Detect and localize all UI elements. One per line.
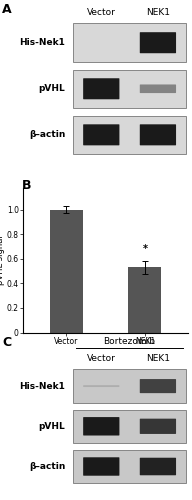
FancyBboxPatch shape [83,78,119,100]
Text: NEK1: NEK1 [146,8,170,16]
FancyBboxPatch shape [83,417,119,436]
Text: C: C [2,336,11,349]
Text: His-Nek1: His-Nek1 [19,38,65,47]
Bar [73,410,186,443]
Text: β–actin: β–actin [29,462,65,471]
Text: Vector: Vector [87,354,116,362]
Bar [128,268,161,332]
Text: pVHL: pVHL [39,84,65,94]
Text: *: * [142,244,147,254]
Text: B: B [21,179,31,192]
FancyBboxPatch shape [140,458,176,475]
Text: A: A [2,4,12,16]
Bar [73,116,186,154]
Bar [73,370,186,403]
Text: Bortezomib: Bortezomib [104,337,156,346]
Text: Vector: Vector [87,8,116,16]
FancyBboxPatch shape [140,32,176,53]
Bar [73,70,186,108]
Text: pVHL: pVHL [39,422,65,431]
FancyBboxPatch shape [83,385,119,387]
Text: His-Nek1: His-Nek1 [19,382,65,390]
Text: β–actin: β–actin [29,130,65,140]
FancyBboxPatch shape [140,124,176,146]
FancyBboxPatch shape [83,458,119,475]
FancyBboxPatch shape [83,124,119,146]
Text: NEK1: NEK1 [146,354,170,362]
Bar [73,450,186,483]
FancyBboxPatch shape [140,379,176,393]
Bar [50,210,83,332]
FancyBboxPatch shape [140,418,176,434]
FancyBboxPatch shape [140,84,176,93]
Bar [73,24,186,62]
Y-axis label: pVHL signal: pVHL signal [0,235,5,285]
